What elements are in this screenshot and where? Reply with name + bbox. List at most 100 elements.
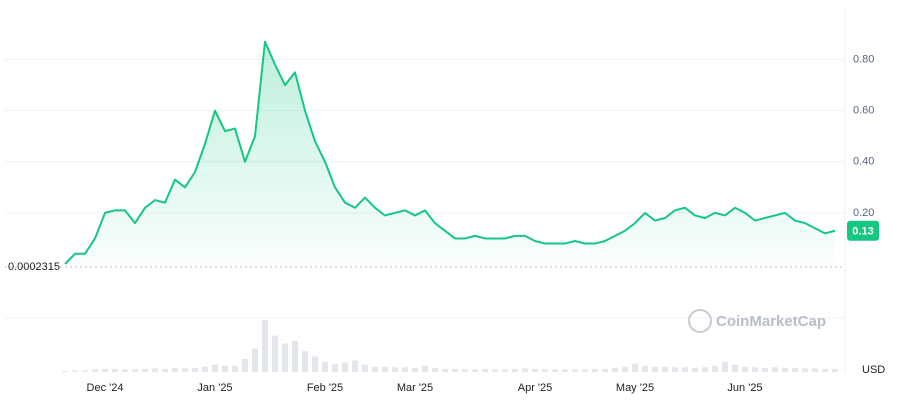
watermark: CoinMarketCap (688, 309, 826, 333)
volume-bar (632, 363, 638, 372)
volume-bar (262, 320, 268, 372)
volume-bar (552, 369, 558, 372)
volume-bar (372, 366, 378, 372)
volume-bar (192, 367, 198, 372)
volume-bar (222, 365, 228, 372)
volume-bar (122, 369, 128, 372)
volume-bar (532, 368, 538, 372)
volume-bar (572, 369, 578, 372)
volume-bar (732, 364, 738, 372)
y-tick-label: 0.40 (853, 156, 874, 168)
volume-bar (342, 362, 348, 372)
volume-bar (702, 367, 708, 372)
volume-bar (162, 368, 168, 372)
volume-bar (612, 367, 618, 372)
volume-bar (302, 351, 308, 372)
volume-bar (402, 367, 408, 372)
volume-bar (682, 367, 688, 372)
volume-bar (512, 368, 518, 372)
volume-bar (502, 369, 508, 372)
volume-bar (582, 369, 588, 372)
volume-bar (92, 369, 98, 372)
watermark-text: CoinMarketCap (716, 313, 826, 330)
volume-bar (212, 364, 218, 372)
y-tick-label: 0.80 (853, 53, 874, 65)
price-line (64, 40, 836, 265)
volume-bar (392, 367, 398, 372)
volume-bar (742, 366, 748, 372)
volume-bar (832, 368, 838, 372)
x-tick-label: May '25 (616, 382, 654, 394)
x-tick-label: Feb '25 (307, 382, 343, 394)
volume-bar (462, 369, 468, 372)
volume-bar (542, 369, 548, 372)
volume-bar (132, 369, 138, 372)
y-tick-label: 0.60 (853, 105, 874, 117)
volume-bar (272, 335, 278, 372)
volume-bar (442, 368, 448, 372)
currency-label: USD (862, 364, 885, 376)
volume-bar (322, 361, 328, 372)
volume-bar (62, 370, 68, 372)
volume-bar (172, 367, 178, 372)
volume-bar (182, 368, 188, 372)
volume-bar (482, 368, 488, 372)
volume-bar (362, 364, 368, 372)
x-tick-label: Jan '25 (197, 382, 232, 394)
volume-bar (292, 340, 298, 372)
volume-bar (802, 368, 808, 372)
volume-bar (762, 367, 768, 372)
volume-bar (752, 367, 758, 372)
volume-bar (112, 368, 118, 372)
volume-bar (822, 368, 828, 372)
volume-bar (412, 367, 418, 372)
volume-bar (672, 367, 678, 372)
volume-bar (522, 368, 528, 372)
baseline-label: 0.0002315 (8, 261, 60, 273)
volume-bar (252, 348, 258, 372)
volume-bar (662, 366, 668, 372)
price-area (65, 41, 835, 267)
volume-bar (602, 368, 608, 372)
volume-bar (722, 361, 728, 372)
volume-bar (782, 367, 788, 372)
watermark-logo (688, 309, 712, 333)
volume-bar (712, 365, 718, 372)
volume-bar (352, 360, 358, 372)
volume-bar (72, 370, 78, 372)
volume-bar (812, 368, 818, 372)
volume-bar (242, 359, 248, 372)
volume-bar (102, 368, 108, 372)
volume-bar (562, 369, 568, 372)
volume-bar (202, 366, 208, 372)
volume-bar (692, 367, 698, 372)
volume-bar (422, 365, 428, 372)
volume-bar (792, 367, 798, 372)
volume-bar (592, 368, 598, 372)
x-tick-label: Apr '25 (518, 382, 553, 394)
volume-bar (772, 367, 778, 372)
volume-bar (282, 343, 288, 372)
volume-bar (232, 365, 238, 372)
volume-bar (452, 368, 458, 372)
volume-bar (622, 366, 628, 372)
volume-bar (472, 369, 478, 372)
price-badge-label: 0.13 (852, 226, 873, 238)
x-tick-label: Mar '25 (397, 382, 433, 394)
volume-bar (332, 364, 338, 372)
volume-bar (142, 368, 148, 372)
volume-bar (312, 356, 318, 372)
volume-bar (642, 365, 648, 372)
volume-bar (82, 370, 88, 372)
y-tick-label: 0.20 (853, 207, 874, 219)
volume-bar (492, 369, 498, 372)
x-tick-label: Jun '25 (727, 382, 762, 394)
volume-bar (432, 367, 438, 372)
price-badge (847, 220, 879, 241)
x-tick-label: Dec '24 (87, 382, 124, 394)
volume-bar (382, 366, 388, 372)
volume-bar (652, 366, 658, 372)
volume-bar (152, 368, 158, 372)
